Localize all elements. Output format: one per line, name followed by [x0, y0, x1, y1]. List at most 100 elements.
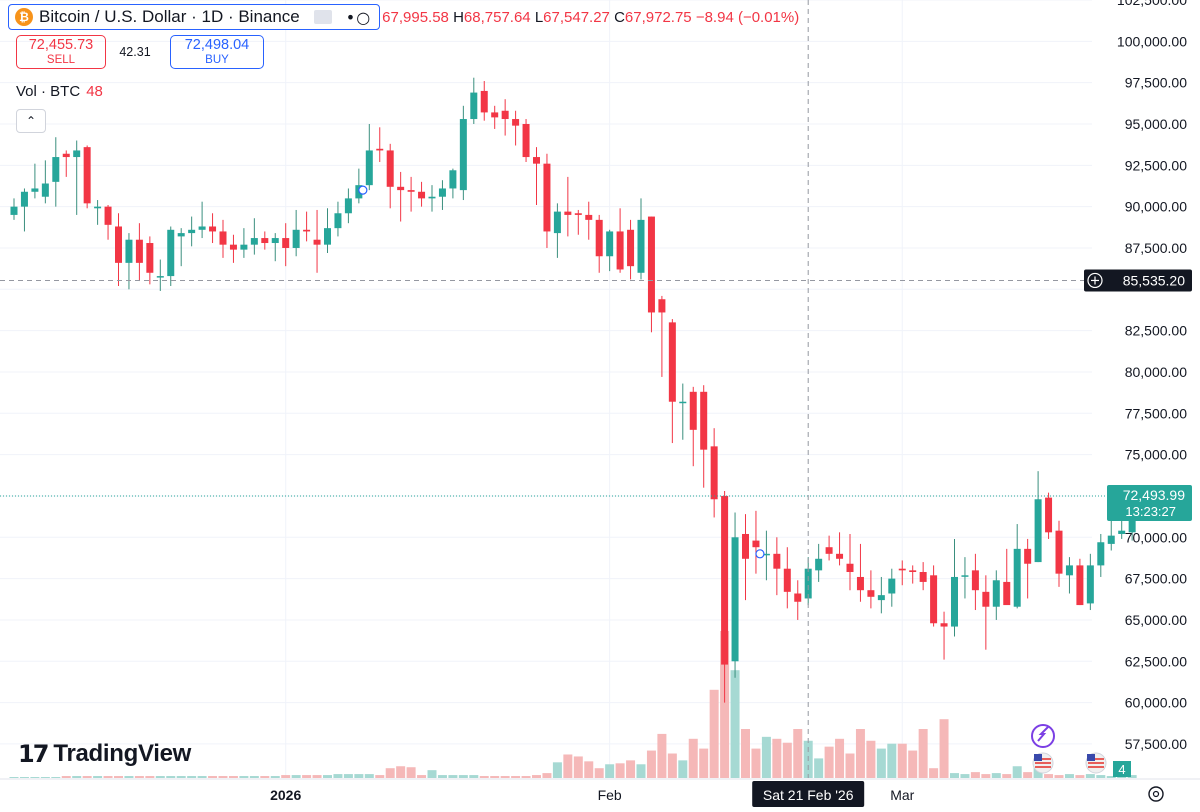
more-options-icon[interactable]: •○ [345, 7, 372, 27]
candle-body [668, 322, 676, 402]
volume-bar [30, 777, 40, 778]
candle-body [449, 170, 457, 189]
volume-bar [970, 772, 980, 778]
candle-body [877, 595, 885, 601]
volume-bar [124, 776, 134, 778]
price-tick-label: 67,500.00 [1125, 571, 1187, 587]
volume-bar [375, 775, 385, 778]
candle-body [710, 446, 718, 500]
volume-bar [552, 762, 562, 778]
volume-bar [929, 768, 939, 778]
collapse-legend-button[interactable]: ⌃ [16, 109, 46, 133]
price-tick-label: 62,500.00 [1125, 653, 1187, 669]
volume-bar [876, 748, 886, 778]
candle-body [146, 243, 154, 273]
price-tick-label: 57,500.00 [1125, 736, 1187, 752]
volume-bar [615, 763, 625, 778]
ohlc-low-label: L [534, 8, 544, 26]
volume-bar [918, 729, 928, 778]
ohlc-low-value: 67,547.27 [543, 8, 610, 26]
symbol-selector[interactable]: ₿ Bitcoin / U.S. Dollar · 1D · Binance •… [8, 4, 381, 30]
candle-body [418, 191, 426, 199]
volume-bar [134, 776, 144, 778]
volume-bar [155, 776, 165, 778]
candle-body [240, 244, 248, 250]
candle-body [480, 90, 488, 113]
volume-bar [93, 776, 103, 778]
candle-body [407, 190, 415, 192]
price-tick-label: 100,000.00 [1117, 33, 1187, 49]
candle-body [52, 157, 60, 182]
candle-body [836, 553, 844, 559]
settings-gear-icon[interactable] [1148, 786, 1164, 802]
volume-bar [1054, 775, 1064, 778]
price-tick-label: 65,000.00 [1125, 612, 1187, 628]
volume-bar [741, 729, 750, 778]
volume-legend-label: Vol · BTC [16, 83, 81, 100]
volume-bar [396, 766, 406, 778]
candle-body [553, 211, 561, 234]
volume-bar [103, 776, 113, 778]
volume-bar [699, 748, 709, 778]
visibility-toggle-icon[interactable] [313, 10, 332, 24]
volume-bar [761, 736, 771, 778]
add-alert-plus-icon[interactable] [1087, 272, 1103, 289]
volume-bar [584, 761, 594, 778]
buy-button[interactable]: 72,498.04 BUY [170, 35, 264, 69]
event-marker-icon[interactable] [755, 549, 765, 559]
candle-body [62, 153, 70, 158]
candle-body [898, 568, 906, 571]
time-axis[interactable]: 2026 Feb Mar Sat 21 Feb '26 [0, 778, 1200, 807]
candle-body [115, 226, 122, 263]
sell-button[interactable]: 72,455.73 SELL [16, 35, 106, 69]
volume-bar [270, 776, 280, 778]
candle-body [73, 150, 81, 158]
volume-legend-value: 48 [86, 83, 103, 100]
candle-body [982, 591, 990, 607]
price-tick-label: 97,500.00 [1125, 75, 1187, 91]
volume-bar [500, 776, 510, 778]
volume-bar [51, 777, 61, 778]
volume-bar [772, 738, 782, 778]
chart-grid [0, 0, 1092, 778]
volume-bar [1106, 776, 1116, 778]
volume-bar [678, 760, 688, 778]
candle-countdown: 13:23:27 [1125, 504, 1176, 519]
candle-body [501, 110, 509, 120]
candle-body [627, 229, 635, 267]
price-axis[interactable]: 57,500.00 60,000.00 62,500.00 65,000.00 67,5… [1084, 0, 1192, 777]
price-tick-label: 77,500.00 [1125, 405, 1187, 421]
crosshair-date-tag [752, 781, 865, 807]
candle-body [606, 231, 614, 257]
volume-bar [939, 719, 949, 778]
candle-body [794, 593, 802, 602]
volume-bar [208, 776, 218, 778]
chevron-up-icon: ⌃ [25, 114, 37, 128]
volume-bar [824, 746, 834, 778]
candle-body [156, 276, 164, 278]
ohlc-high-value: 68,757.64 [463, 8, 531, 26]
candle-body [209, 226, 217, 232]
volume-bar [61, 776, 71, 778]
volume-bar [981, 774, 991, 778]
candle-body [647, 216, 655, 313]
candle-body [543, 163, 551, 232]
candle-body [1055, 530, 1063, 574]
volume-bar [291, 775, 301, 778]
volume-bar [782, 742, 792, 778]
volume-badge [1113, 761, 1131, 777]
event-marker-icon[interactable] [358, 185, 368, 195]
candle-body [344, 198, 352, 214]
symbol-title: Bitcoin / U.S. Dollar · 1D · Binance [39, 7, 300, 26]
volume-bar [751, 748, 761, 778]
price-tick-label: 82,500.00 [1125, 323, 1187, 339]
volume-bar [458, 775, 468, 778]
price-tick-label: 102,500.00 [1117, 0, 1187, 8]
candle-body [616, 231, 624, 270]
volume-bar [228, 776, 238, 778]
tradingview-logo[interactable]: 17 TradingView [18, 740, 191, 768]
ohlc-open-value: 67,995.58 [382, 8, 449, 26]
candle-body [376, 148, 384, 151]
candle-body [689, 391, 697, 430]
